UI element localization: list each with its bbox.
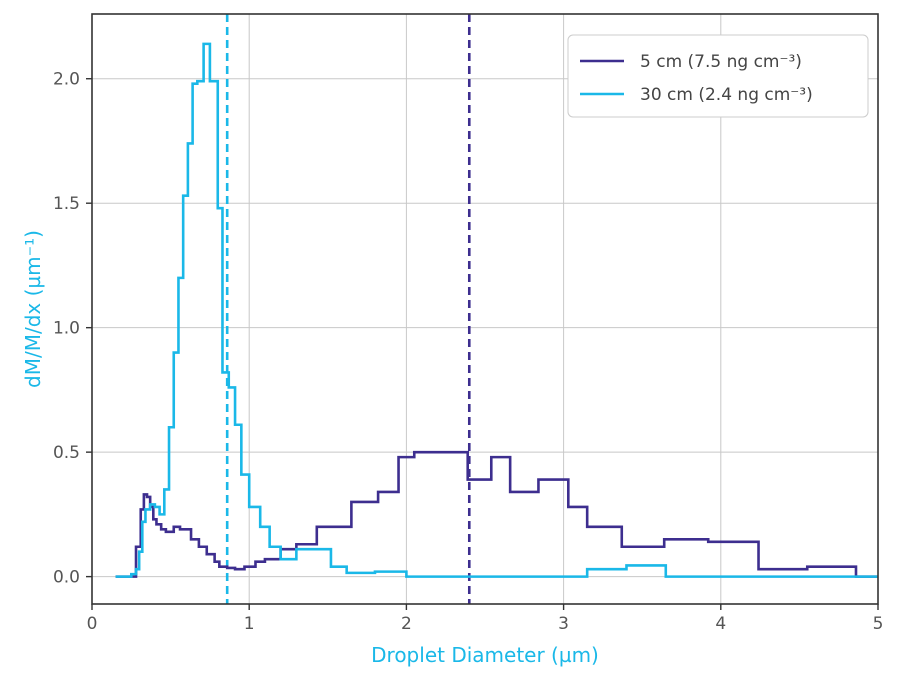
x-tick-label: 3 (558, 614, 569, 634)
x-tick-label: 1 (244, 614, 255, 634)
plot-frame (91, 13, 879, 605)
x-tick-label: 2 (401, 614, 412, 634)
y-tick-label: 2.0 (53, 70, 80, 90)
y-axis-label: dM/M/dx (µm⁻¹) (21, 230, 45, 388)
x-tick-label: 0 (87, 614, 98, 634)
y-tick-label: 0.0 (53, 568, 80, 588)
legend-label: 5 cm (7.5 ng cm⁻³) (640, 52, 802, 72)
series-line-1 (115, 42, 878, 578)
x-axis-label: Droplet Diameter (µm) (371, 643, 599, 667)
legend: 5 cm (7.5 ng cm⁻³) 30 cm (2.4 ng cm⁻³) (567, 34, 869, 118)
legend-box (567, 34, 869, 118)
axis-ticks: 0 1 2 3 4 5 0.0 0.5 1.0 1.5 2.0 (53, 70, 883, 634)
y-tick-label: 1.5 (53, 194, 80, 214)
reference-lines (225, 14, 471, 604)
y-tick-label: 0.5 (53, 443, 80, 463)
legend-label: 30 cm (2.4 ng cm⁻³) (640, 85, 813, 105)
x-tick-label: 5 (873, 614, 884, 634)
y-tick-label: 1.0 (53, 319, 80, 339)
x-tick-label: 4 (715, 614, 726, 634)
series-lines (115, 42, 878, 578)
series-line-0 (115, 450, 878, 578)
